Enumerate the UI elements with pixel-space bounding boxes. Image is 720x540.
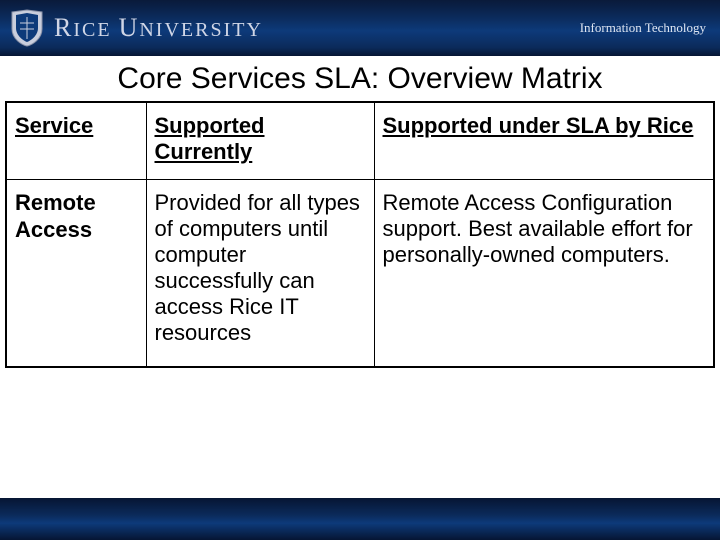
cell-supported-currently: Provided for all types of computers unti… bbox=[146, 180, 374, 367]
page-title: Core Services SLA: Overview Matrix bbox=[0, 62, 720, 97]
header-bar: RICE UNIVERSITY Information Technology bbox=[0, 0, 720, 56]
header-right-label: Information Technology bbox=[580, 20, 706, 36]
footer-bar bbox=[0, 498, 720, 540]
col-header-supported-sla: Supported under SLA by Rice bbox=[374, 102, 714, 180]
table-header-row: Service Supported Currently Supported un… bbox=[6, 102, 714, 180]
brand: RICE UNIVERSITY bbox=[10, 9, 263, 47]
cell-supported-sla: Remote Access Configuration support. Bes… bbox=[374, 180, 714, 367]
cell-service: Remote Access bbox=[6, 180, 146, 367]
brand-name: RICE UNIVERSITY bbox=[54, 13, 263, 43]
col-header-service: Service bbox=[6, 102, 146, 180]
col-header-supported-currently: Supported Currently bbox=[146, 102, 374, 180]
shield-icon bbox=[10, 9, 44, 47]
table-row: Remote Access Provided for all types of … bbox=[6, 180, 714, 367]
sla-matrix-table: Service Supported Currently Supported un… bbox=[5, 101, 715, 369]
